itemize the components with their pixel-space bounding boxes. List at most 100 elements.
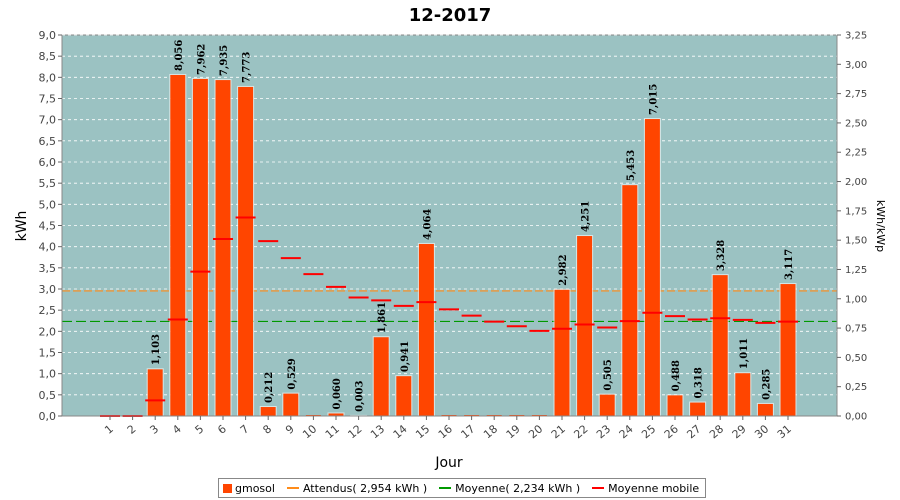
x-tick-label: 29 [730, 422, 749, 441]
bar [418, 243, 434, 416]
bar [170, 74, 186, 416]
bar [283, 393, 299, 416]
x-tick-label: 31 [775, 422, 794, 441]
y2-tick-label: 0,75 [845, 324, 867, 335]
x-tick-label: 24 [617, 422, 636, 441]
x-tick-label: 11 [323, 422, 342, 441]
x-tick-label: 9 [283, 422, 297, 436]
bar [780, 284, 796, 416]
x-tick-label: 25 [639, 422, 658, 441]
legend-label-gmosol: gmosol [235, 481, 275, 495]
value-label: 0,060 [332, 378, 343, 409]
bar-outline [350, 414, 368, 416]
bar [396, 376, 412, 416]
y-tick-label: 5,0 [39, 198, 57, 211]
bar [238, 86, 254, 417]
value-label: 0,505 [603, 359, 614, 390]
y-tick-label: 8,0 [39, 71, 57, 84]
y-axis-right: 0,00 0,25 0,50 0,75 1,00 1,25 1,50 1,75 2,00 2,25… [836, 31, 867, 423]
y-tick-label: 5,5 [39, 177, 57, 190]
legend-label-attendus: Attendus( 2,954 kWh ) [302, 481, 428, 495]
chart-title: 12-2017 [409, 5, 492, 26]
x-tick-label: 3 [147, 422, 161, 436]
x-tick-label: 12 [345, 422, 364, 441]
y-tick-label: 9,0 [39, 29, 57, 42]
x-tick-label: 1 [102, 422, 116, 436]
x-tick-label: 5 [193, 422, 207, 436]
x-tick-label: 13 [368, 422, 387, 441]
x-tick-label: 6 [215, 422, 229, 436]
y-tick-label: 3,0 [39, 283, 57, 296]
y-tick-label: 0,5 [39, 389, 57, 402]
y-tick-label: 0,0 [39, 410, 57, 423]
y-tick-label: 4,0 [39, 241, 57, 254]
value-label: 4,251 [581, 201, 592, 232]
y-tick-label: 2,0 [39, 325, 57, 338]
x-tick-label: 4 [170, 422, 184, 436]
value-label: 5,453 [626, 150, 637, 181]
x-tick-label: 15 [413, 422, 432, 441]
value-labels: 1,103 8,056 7,962 7,935 7,773 0,212 0,529 0,060… [151, 40, 795, 412]
y2-tick-label: 0,50 [845, 353, 867, 364]
y-tick-label: 6,5 [39, 135, 57, 148]
value-label: 0,488 [671, 360, 682, 391]
reference-lines [62, 290, 837, 323]
y2-tick-label: 2,50 [845, 118, 867, 129]
value-label: 8,056 [174, 40, 185, 71]
x-tick-label: 18 [481, 422, 500, 441]
legend-swatch-gmosol [223, 483, 232, 493]
value-label: 7,015 [648, 84, 659, 115]
x-axis: 1 2 3 4 5 6 7 8 9 10 11 12 13 14 15 16 17 18 19 20 21 22 23 24 2… [62, 415, 837, 441]
x-tick-label: 19 [504, 422, 523, 441]
x-tick-label: 21 [549, 422, 568, 441]
legend-label-moyenne-mobile: Moyenne mobile [608, 481, 700, 495]
x-tick-label: 23 [594, 422, 613, 441]
bar [373, 337, 389, 416]
bar [757, 403, 773, 416]
bar [735, 373, 751, 416]
value-label: 2,982 [558, 254, 569, 285]
y2-tick-label: 1,50 [845, 236, 867, 247]
x-tick-label: 2 [125, 422, 139, 436]
bar [644, 119, 660, 416]
x-tick-label: 10 [300, 422, 319, 441]
x-tick-label: 7 [238, 422, 252, 436]
legend-swatch-moyenne-mobile [592, 487, 605, 489]
value-label: 3,117 [784, 249, 795, 280]
value-label: 3,328 [716, 240, 727, 271]
bar [599, 394, 615, 416]
bar [577, 236, 593, 416]
y-tick-label: 6,0 [39, 156, 57, 169]
bar [215, 80, 231, 417]
value-label: 0,003 [355, 381, 366, 412]
moving-average-marks [100, 216, 798, 417]
value-label: 0,941 [400, 341, 411, 372]
bar [554, 289, 570, 416]
y2-tick-label: 2,25 [845, 148, 867, 159]
x-tick-label: 20 [526, 422, 545, 441]
y-axis-left: 0,0 0,5 1,0 1,5 2,0 2,5 3,0 3,5 4,0 4,5 5,0 5,5 6,0 6… [39, 29, 63, 423]
value-label: 7,773 [242, 52, 253, 83]
y2-axis-label: kWh/kWp [874, 200, 887, 252]
value-label: 0,529 [287, 358, 298, 389]
bar [667, 395, 683, 416]
x-tick-label: 27 [684, 422, 703, 441]
bar [712, 275, 728, 416]
legend-label-moyenne: Moyenne( 2,234 kWh ) [455, 481, 581, 495]
value-label: 1,861 [377, 302, 388, 333]
bar [147, 369, 163, 416]
y-tick-label: 1,0 [39, 368, 57, 381]
bar [690, 402, 706, 416]
y2-tick-label: 3,00 [845, 60, 867, 71]
value-label: 0,285 [761, 369, 772, 400]
y-tick-label: 7,0 [39, 114, 57, 127]
y-axis-label: kWh [14, 211, 30, 242]
value-label: 1,011 [739, 338, 750, 369]
y-tick-label: 7,5 [39, 93, 57, 106]
value-label: 0,318 [694, 367, 705, 398]
bar [260, 407, 276, 416]
legend-item-gmosol: gmosol [223, 482, 275, 495]
x-tick-label: 26 [662, 422, 681, 441]
x-tick-label: 17 [458, 422, 477, 441]
x-axis-label: Jour [434, 455, 463, 471]
